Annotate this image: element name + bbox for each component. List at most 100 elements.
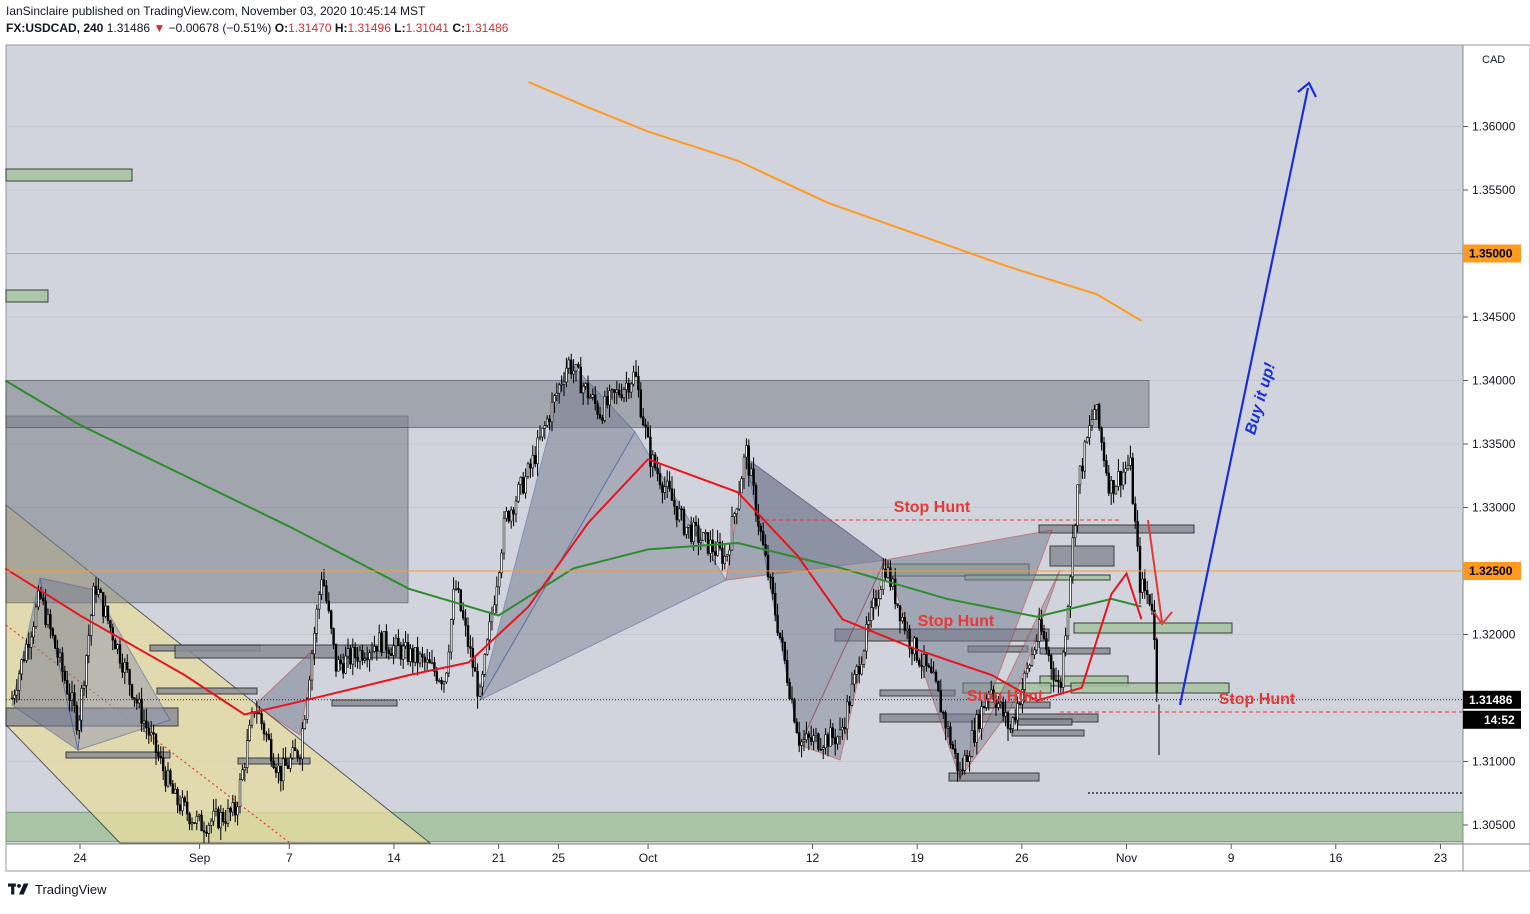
- candle-body: [1129, 457, 1132, 466]
- candle-body: [853, 674, 856, 685]
- candle: [317, 591, 321, 620]
- candle-body: [742, 456, 746, 480]
- candle-body: [130, 684, 134, 698]
- candle: [66, 670, 69, 695]
- candle: [210, 818, 213, 834]
- candle-body: [663, 486, 667, 493]
- candle: [716, 530, 719, 557]
- candle-body: [699, 540, 703, 543]
- candle: [869, 600, 873, 628]
- candle-body: [565, 367, 568, 383]
- candle-body: [776, 614, 779, 634]
- candle: [104, 595, 107, 619]
- candle-body: [193, 822, 196, 824]
- candle: [723, 544, 727, 570]
- candle-body: [58, 652, 62, 658]
- candle-body: [392, 645, 395, 656]
- supply-zone: [5, 415, 409, 604]
- candle-body: [493, 604, 496, 614]
- candle-body: [865, 624, 868, 652]
- candle-body: [872, 597, 875, 608]
- candle: [262, 720, 266, 741]
- candle-body: [639, 389, 643, 418]
- candle: [99, 587, 103, 593]
- symbol-label[interactable]: FX:USDCAD, 240: [6, 21, 104, 35]
- candle: [126, 654, 129, 674]
- candle: [150, 720, 153, 742]
- last-price: 1.31486: [106, 21, 151, 35]
- candle: [1035, 634, 1039, 655]
- candle-body: [838, 729, 842, 738]
- candle-body: [802, 739, 806, 743]
- currency-label: CAD: [1482, 54, 1505, 66]
- candle: [819, 738, 823, 752]
- candle-body: [579, 366, 583, 394]
- candle-body: [152, 732, 155, 735]
- candle-body: [908, 628, 911, 649]
- candle-body: [20, 659, 23, 675]
- candle-body: [13, 694, 16, 699]
- candle: [1057, 670, 1060, 694]
- candle-body: [634, 371, 638, 377]
- candle-body: [877, 598, 880, 607]
- candle-body: [977, 714, 981, 729]
- candle: [1110, 475, 1113, 505]
- candle: [668, 471, 671, 492]
- footer-brand[interactable]: TradingView: [35, 881, 107, 897]
- candle-body: [15, 689, 18, 696]
- order-block: [1073, 622, 1233, 634]
- candle: [61, 647, 64, 683]
- candle: [749, 463, 753, 476]
- candle-body: [665, 480, 669, 488]
- candle: [725, 553, 729, 562]
- candle: [361, 644, 364, 666]
- candle: [644, 418, 647, 440]
- candle: [1114, 485, 1118, 495]
- candle: [159, 746, 162, 765]
- candle: [186, 790, 189, 822]
- candle-body: [673, 500, 676, 507]
- candle: [416, 636, 419, 676]
- x-tick-label: 19: [911, 851, 925, 865]
- candle-body: [1052, 668, 1055, 681]
- candle: [565, 357, 568, 388]
- candle: [968, 751, 971, 772]
- price-badge-label: 1.31486: [1469, 693, 1513, 707]
- candle-body: [454, 587, 458, 590]
- candle: [166, 762, 170, 788]
- candle: [368, 649, 371, 672]
- candle: [1143, 569, 1147, 599]
- candle: [500, 549, 503, 579]
- candle: [106, 605, 110, 625]
- y-tick-label: 1.33500: [1472, 437, 1516, 451]
- candle-body: [1045, 638, 1048, 651]
- candle-body: [442, 681, 446, 685]
- candle-body: [843, 727, 847, 730]
- x-tick-label: Sep: [189, 851, 211, 865]
- candle-body: [142, 720, 146, 724]
- x-tick-label: 16: [1329, 851, 1343, 865]
- candle-body: [140, 698, 143, 724]
- candle: [658, 464, 662, 490]
- candle-body: [205, 831, 208, 834]
- y-tick-label: 1.35500: [1472, 183, 1516, 197]
- candle-body: [162, 757, 165, 772]
- candle: [481, 670, 484, 696]
- candle-body: [236, 806, 239, 816]
- candle: [929, 658, 933, 674]
- candle: [793, 697, 796, 724]
- candle-body: [1143, 578, 1147, 591]
- candle: [200, 810, 203, 832]
- candle-body: [262, 723, 266, 735]
- candle: [1069, 575, 1072, 619]
- candle: [389, 647, 393, 656]
- x-tick-label: 24: [73, 851, 87, 865]
- candle-body: [308, 679, 311, 700]
- candle: [1064, 627, 1067, 657]
- candle: [404, 630, 407, 649]
- candle-body: [207, 825, 210, 834]
- candle-body: [78, 719, 81, 731]
- candle: [279, 765, 282, 792]
- candle: [346, 638, 350, 668]
